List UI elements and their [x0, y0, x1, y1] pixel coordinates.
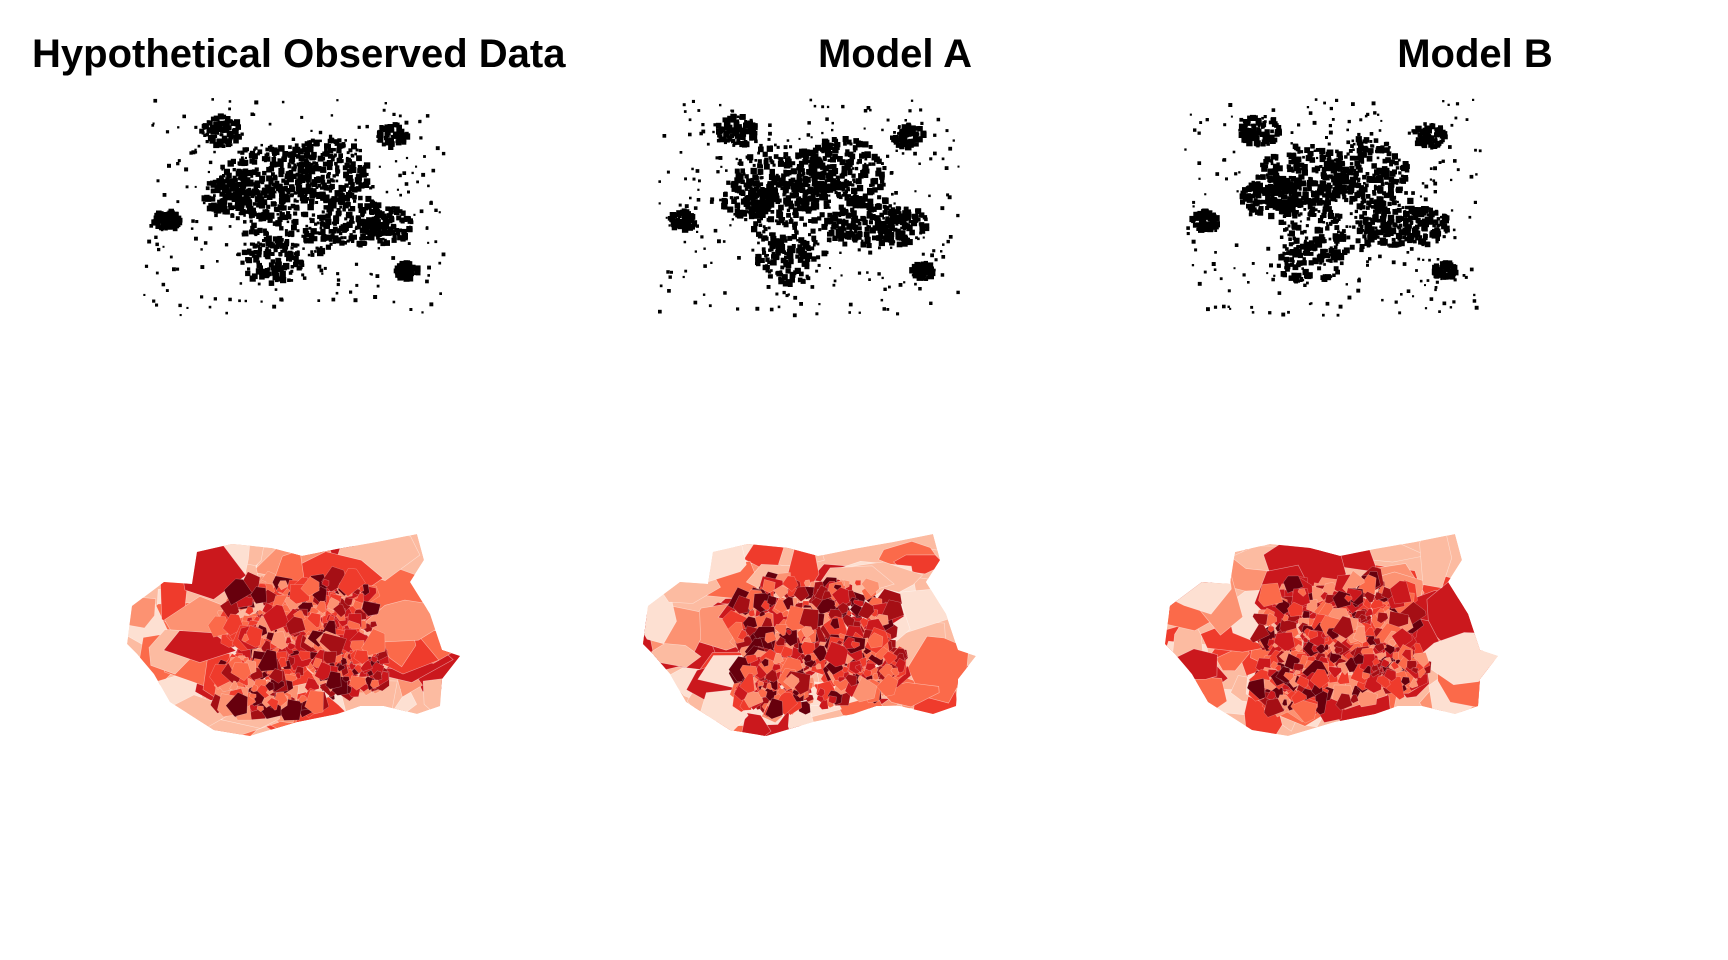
- choropleth-map-0: [127, 534, 460, 736]
- point-pattern-map-1: [658, 98, 960, 318]
- panel-title-observed: Hypothetical Observed Data: [32, 32, 566, 76]
- choropleth-map-2: [1165, 534, 1498, 736]
- panel-title-model-b: Model B: [1397, 32, 1553, 76]
- choropleth-map-1: [643, 534, 976, 736]
- point-pattern-map-2: [1184, 98, 1482, 317]
- point-pattern-map-0: [143, 98, 446, 317]
- panel-title-model-a: Model A: [817, 32, 973, 76]
